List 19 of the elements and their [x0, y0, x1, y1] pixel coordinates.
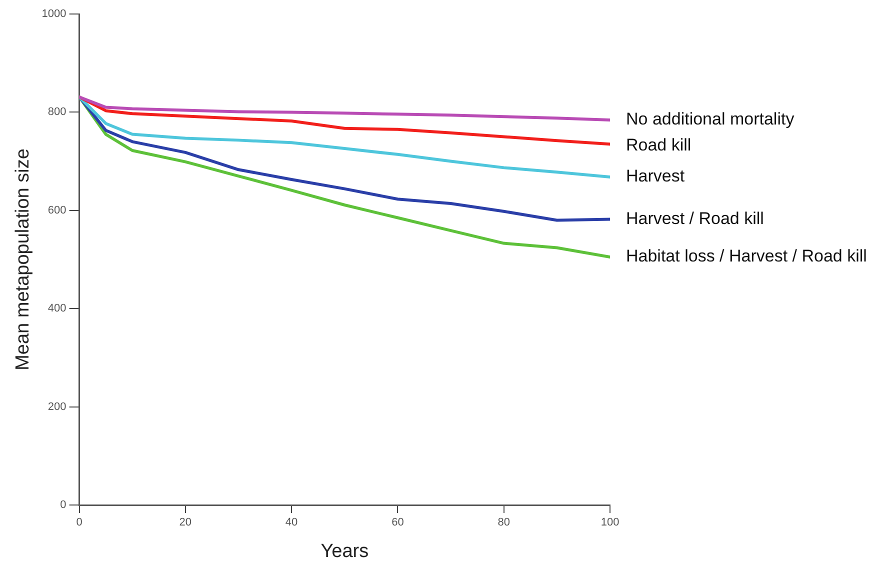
- y-tick-label: 600: [48, 204, 66, 216]
- series-label: Habitat loss / Harvest / Road kill: [626, 246, 867, 266]
- series-label: Harvest: [626, 166, 685, 186]
- x-tick-label: 80: [498, 516, 510, 529]
- y-tick-label: 400: [48, 302, 66, 315]
- x-tick-label: 60: [392, 516, 404, 529]
- x-tick-label: 20: [179, 516, 192, 529]
- series-label: No additional mortality: [626, 110, 795, 129]
- y-tick-label: 800: [48, 106, 66, 118]
- y-tick-label: 0: [60, 499, 66, 512]
- y-axis-title: Mean metapopulation size: [12, 148, 34, 370]
- y-tick-label: 200: [48, 400, 66, 413]
- x-tick-label: 0: [76, 516, 82, 529]
- x-axis-title: Years: [320, 540, 369, 562]
- x-tick-label: 40: [285, 516, 298, 529]
- y-tick-label: 1000: [42, 8, 66, 20]
- series-label: Road kill: [626, 136, 692, 155]
- x-tick-label: 100: [600, 516, 620, 529]
- series-label: Harvest / Road kill: [626, 208, 764, 228]
